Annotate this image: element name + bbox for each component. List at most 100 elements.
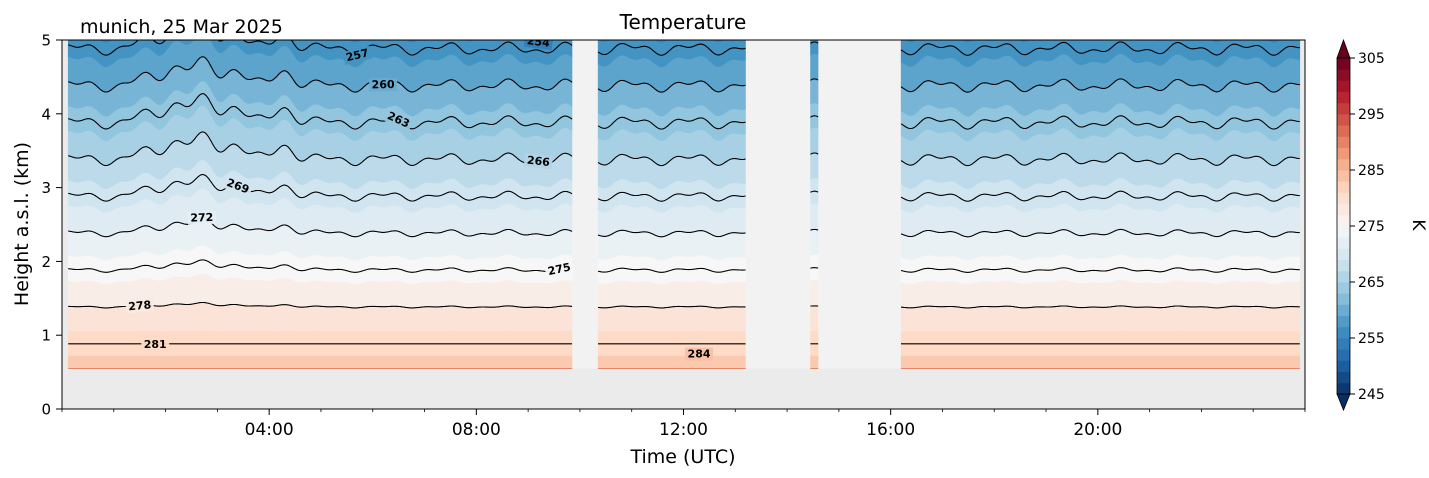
colorbar-segment [1337,203,1350,216]
colorbar-segment [1337,91,1350,104]
colorbar-segment [1337,69,1350,81]
colorbar-segment [1337,293,1350,305]
temperature-band [900,254,1301,285]
contour-line [810,228,819,231]
contour-line [68,259,573,273]
colorbar-tick-label: 245 [1358,387,1385,403]
contour-line [900,267,1300,273]
colorbar-tick-label: 305 [1358,51,1385,67]
temperature-band [810,0,818,7]
contour-label-background [383,108,414,132]
contour-line [68,93,573,130]
contour-line [810,41,819,44]
colorbar-segment [1337,125,1350,137]
temperature-band [810,280,819,307]
temperature-band [810,355,819,369]
contour-label-background [222,175,254,198]
contour-label-background [125,298,155,314]
temperature-band [810,305,819,332]
temperature-band [810,152,819,181]
data-gap-overlay [745,40,811,369]
x-tick-label: 04:00 [245,420,294,440]
temperature-band [901,0,1300,18]
x-axis: 04:00 08:00 12:00 16:00 20:00 [61,409,1306,440]
temperature-band [810,203,819,231]
temperature-band [904,40,1281,44]
x-tick-label: 20:00 [1073,420,1122,440]
colorbar-tick-label: 285 [1358,163,1385,179]
contour-line [597,305,746,309]
colorbar-extend-max [1336,38,1351,59]
contour-line [68,56,573,93]
contour-label-background [187,210,217,225]
temperature-bands [67,0,1301,369]
contour-line [900,305,1300,309]
x-axis-label: Time (UTC) [629,446,735,468]
x-tick-label: 12:00 [659,420,708,440]
contour-label-background [342,45,373,65]
contour-label: 257 [345,46,370,64]
colorbar-segment [1337,338,1350,350]
contour-label-background [544,260,575,279]
contour-label-background [523,153,554,170]
x-tick-label: 08:00 [452,420,501,440]
colorbar-segment [1337,158,1350,171]
contour-line [597,191,746,202]
colorbar-tick-label: 265 [1358,275,1385,291]
contour-line [900,41,1300,56]
contour-line [810,152,819,155]
temperature-band [810,53,819,81]
contour-line [68,131,573,167]
colorbar-segment [1337,181,1350,193]
contour-line [597,267,746,273]
colorbar-label: K [1408,219,1428,231]
y-axis: 0 1 2 3 4 5 [41,32,62,419]
contour-line [900,152,1300,167]
temperature-band [900,305,1301,332]
y-tick-label: 4 [41,105,51,123]
colorbar-segment [1337,102,1350,115]
y-tick-label: 2 [41,253,51,271]
contour-line [810,78,819,81]
contour-line [597,42,746,56]
contour-label-background [685,347,714,361]
colorbar-tick-label: 295 [1358,107,1385,123]
colorbar-extend-min [1336,393,1351,412]
chart-subtitle: munich, 25 Mar 2025 [80,16,283,38]
colorbar-segment [1337,58,1350,70]
contour-label: 254 [526,34,551,50]
colorbar-segment [1337,136,1350,148]
temperature-band [597,355,746,369]
y-tick-label: 5 [41,32,51,50]
colorbar-segment [1337,114,1350,126]
data-gaps [572,40,902,369]
colorbar-segment [1337,349,1350,361]
contour-line [900,228,1300,238]
contour-line [810,115,819,118]
temperature-band [810,127,819,155]
colorbar-segment [1337,371,1350,384]
contour-label-background [141,337,170,351]
contour-line [900,78,1300,93]
temperature-band [810,5,818,31]
contour-label: 278 [128,298,152,313]
colorbar-segment [1337,326,1350,339]
temperature-band [67,355,573,369]
temperature-band [597,40,725,44]
colorbar-segment [1337,382,1350,395]
colorbar-segment [1337,304,1350,316]
contour-line [810,267,819,269]
contour-line [597,116,746,130]
temperature-band [597,280,746,309]
contour-line [597,153,746,167]
temperature-band [901,0,1300,18]
colorbar-segment [1337,226,1350,238]
temperature-band [810,78,819,106]
colorbar-tick-label: 275 [1358,219,1385,235]
colorbar-segment [1337,170,1350,182]
contour-label: 272 [190,211,213,225]
contour-label: 281 [144,338,167,351]
